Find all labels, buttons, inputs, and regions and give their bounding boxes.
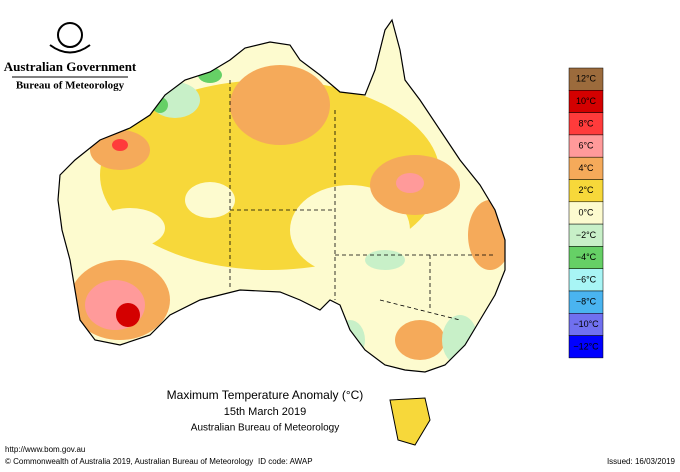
legend-swatch bbox=[568, 335, 604, 359]
map-title: Maximum Temperature Anomaly (°C) bbox=[167, 388, 364, 402]
legend-label: −8°C bbox=[576, 297, 597, 307]
legend-label: 12°C bbox=[576, 74, 597, 84]
tasmania bbox=[389, 397, 431, 446]
issued: Issued: 16/03/2019 bbox=[607, 457, 676, 466]
government: Australian Government bbox=[4, 59, 137, 74]
copyright: © Commonwealth of Australia 2019, Austra… bbox=[5, 457, 253, 466]
url: http://www.bom.gov.au bbox=[5, 445, 85, 454]
map-date: 15th March 2019 bbox=[224, 406, 307, 418]
legend-label: −12°C bbox=[573, 341, 599, 351]
legend-label: 6°C bbox=[578, 141, 594, 151]
legend-label: 4°C bbox=[578, 163, 594, 173]
legend-label: −4°C bbox=[576, 252, 597, 262]
agency: Bureau of Meteorology bbox=[16, 80, 125, 92]
legend: 12°C 10°C 8°C 6°C 4°C 2°C 0°C −2°C −4°C −6°C −8°C −… bbox=[568, 67, 604, 359]
legend-label: −6°C bbox=[576, 274, 597, 284]
legend-label: 2°C bbox=[578, 185, 594, 195]
legend-label: 0°C bbox=[578, 207, 594, 217]
legend-label: −2°C bbox=[576, 230, 597, 240]
legend-label: −10°C bbox=[573, 319, 599, 329]
id-code: ID code: AWAP bbox=[258, 457, 313, 466]
legend-label: 10°C bbox=[576, 96, 597, 106]
map-source: Australian Bureau of Meteorology bbox=[191, 423, 339, 434]
legend-label: 8°C bbox=[578, 118, 594, 128]
crest bbox=[49, 22, 91, 54]
